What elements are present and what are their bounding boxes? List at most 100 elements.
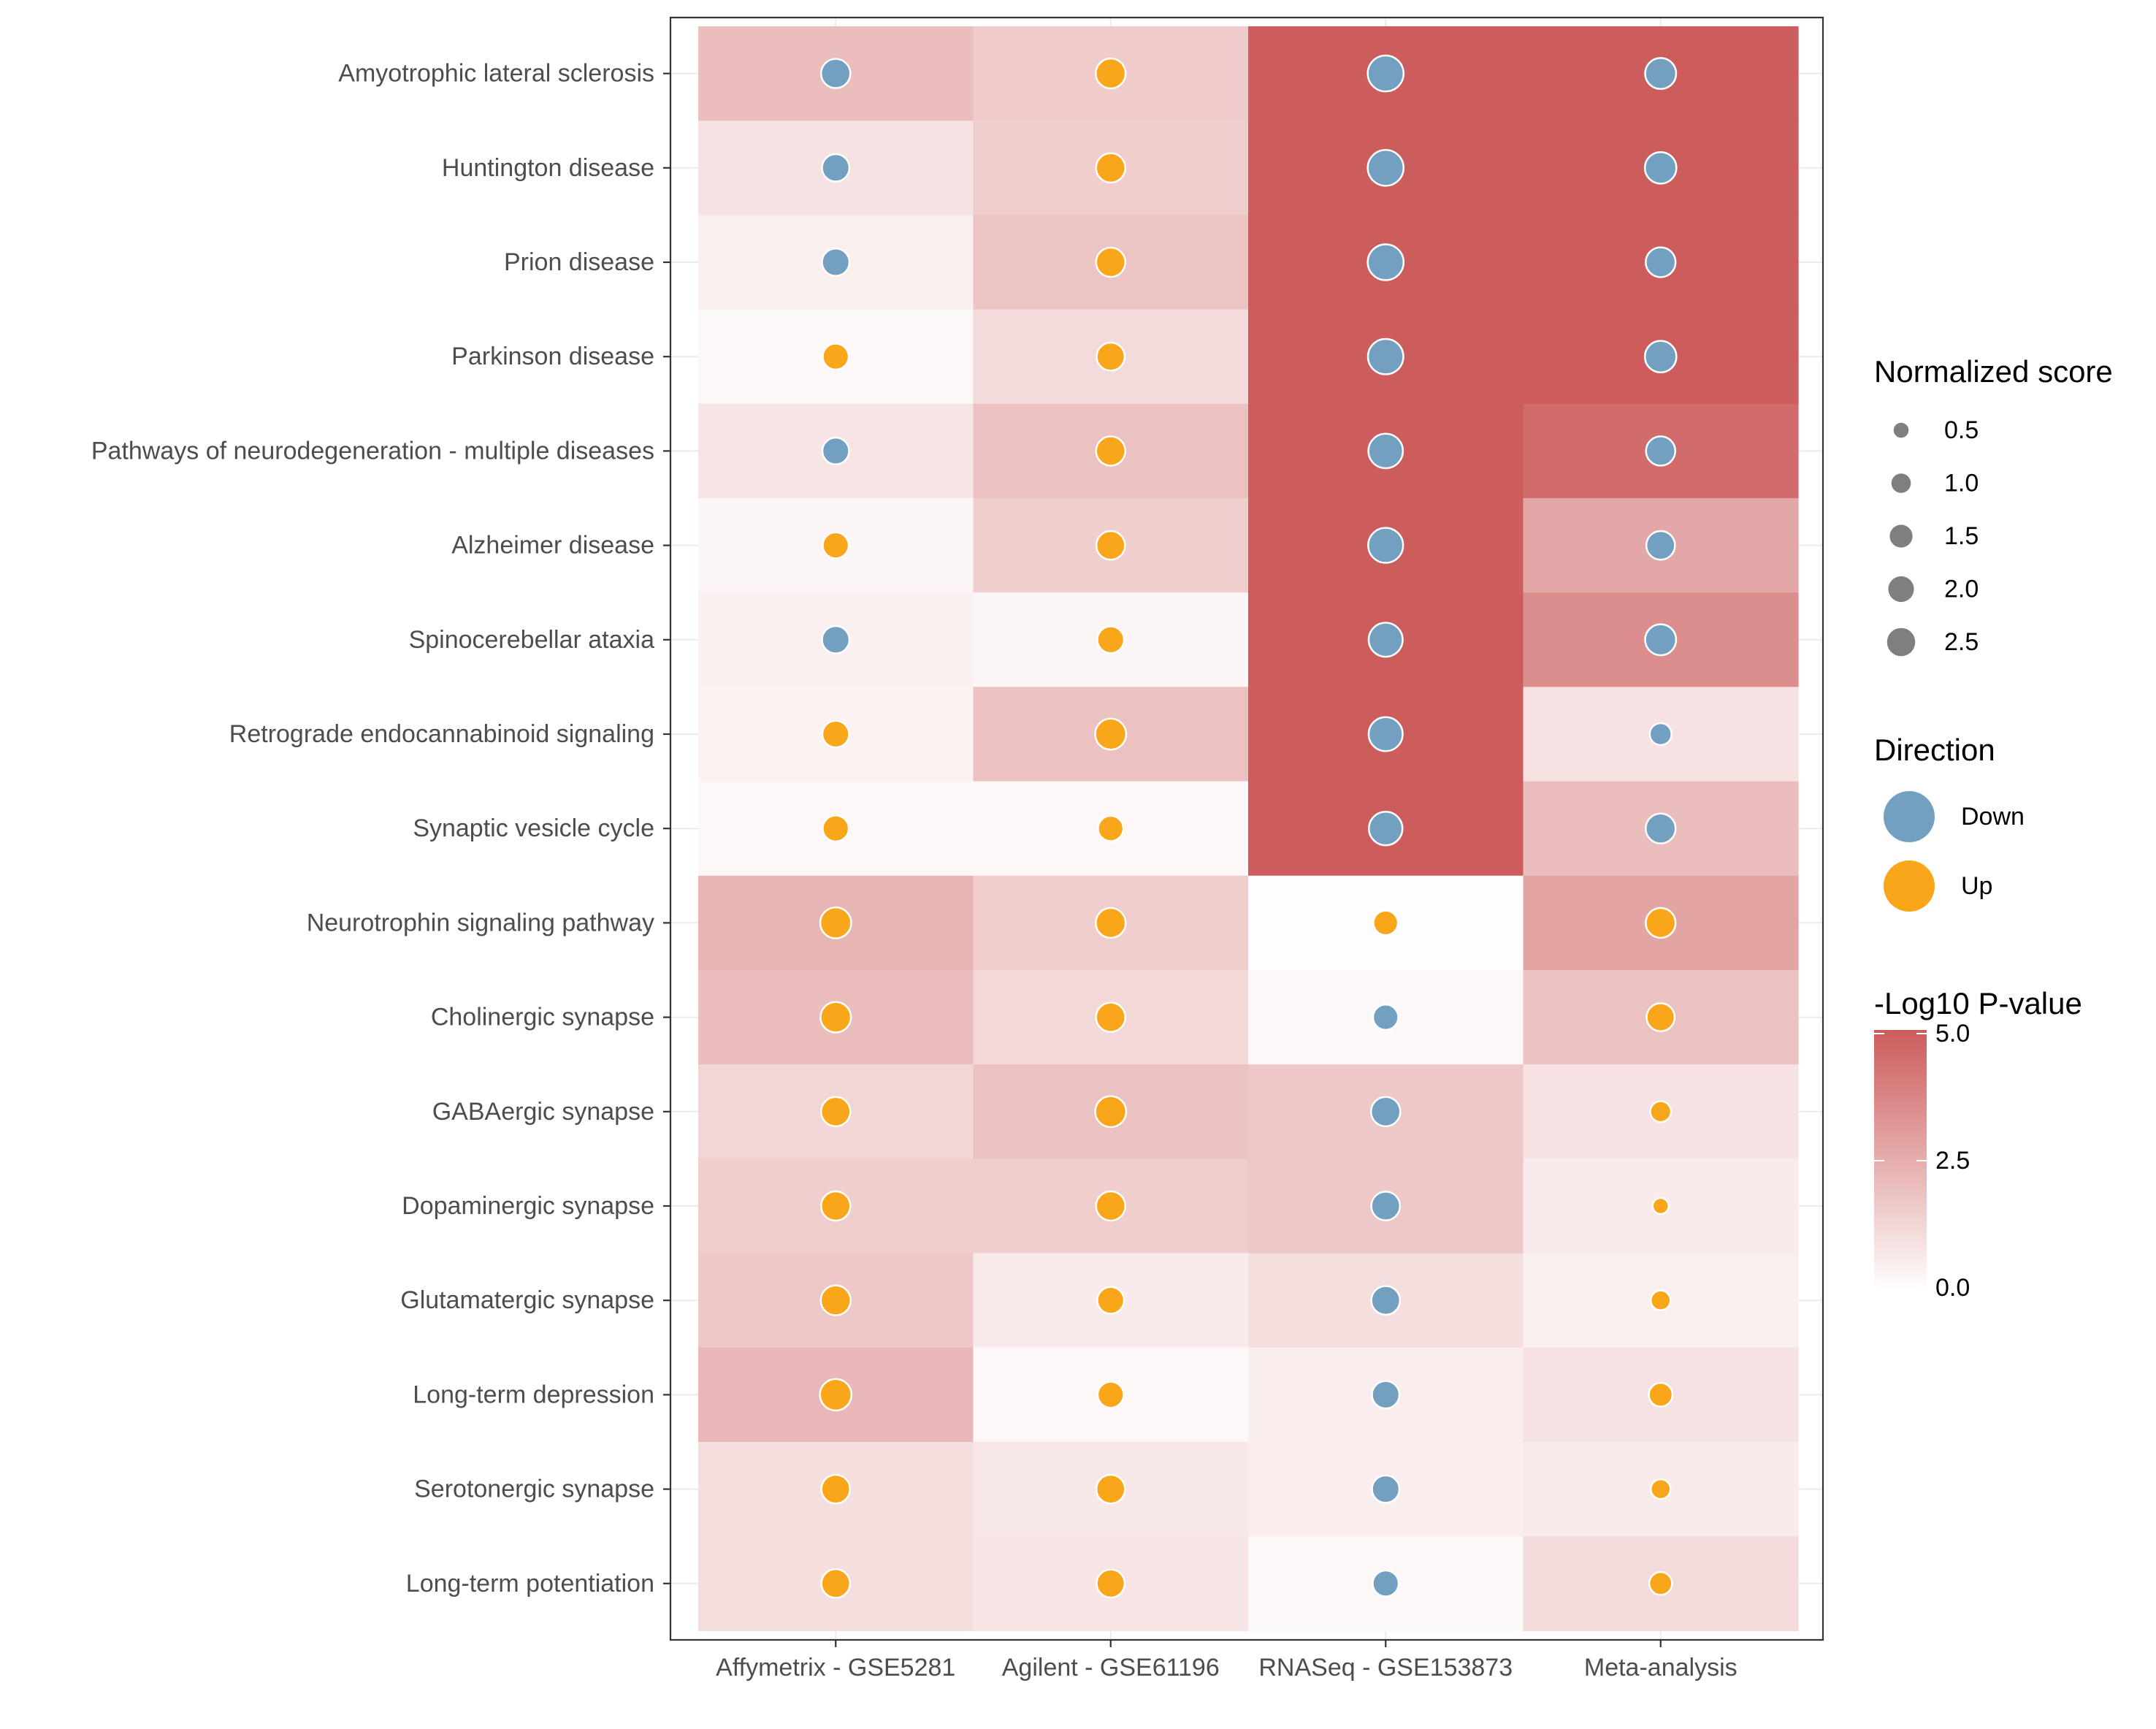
score-dot — [821, 436, 850, 465]
legend-direction: Direction Down Up — [1874, 733, 2025, 912]
legend-direction-key — [1884, 860, 1935, 912]
legend-direction-label: Up — [1961, 872, 1992, 900]
score-dot — [821, 248, 851, 277]
score-dot — [819, 906, 852, 939]
y-tick-label: Long-term depression — [413, 1381, 654, 1408]
x-axis: Affymetrix - GSE5281 Agilent - GSE61196 RN… — [716, 1640, 1738, 1682]
y-tick-label: Parkinson disease — [451, 343, 654, 370]
score-dot — [1367, 432, 1404, 470]
legend-size-key — [1888, 576, 1914, 603]
score-dot — [1367, 622, 1404, 658]
score-dot — [1645, 246, 1677, 278]
score-dot — [1096, 625, 1125, 654]
score-dot — [819, 1378, 853, 1412]
legend-direction-title: Direction — [1874, 733, 1995, 767]
score-dot — [1094, 1095, 1128, 1129]
score-dot — [1095, 907, 1127, 939]
score-dot — [1649, 1100, 1673, 1123]
score-dot — [1097, 814, 1125, 842]
x-tick-label: Agilent - GSE61196 — [1002, 1654, 1220, 1682]
score-dot — [1096, 1381, 1125, 1409]
score-dot — [1648, 1570, 1673, 1596]
score-dot — [1644, 57, 1678, 91]
score-dot — [1649, 1478, 1672, 1500]
score-dot — [819, 1096, 852, 1128]
x-tick-label: RNASeq - GSE153873 — [1258, 1654, 1513, 1682]
y-axis: Amyotrophic lateral sclerosis Huntington … — [91, 60, 670, 1598]
score-dot — [1095, 530, 1126, 561]
legend-colorbar-label: 2.5 — [1935, 1147, 1970, 1175]
score-dot — [1371, 1474, 1401, 1504]
legend-colorbar-label: 5.0 — [1935, 1020, 1970, 1047]
score-dot — [1369, 1096, 1402, 1128]
score-dot — [820, 1568, 852, 1599]
y-tick-label: Pathways of neurodegeneration - multiple… — [91, 437, 654, 465]
score-dot — [1370, 1285, 1402, 1316]
score-dot — [819, 1190, 852, 1222]
legend-size-key — [1893, 422, 1909, 438]
score-dot — [1095, 1473, 1126, 1505]
score-dot — [1367, 527, 1404, 564]
legend-colorbar-label: 0.0 — [1935, 1274, 1970, 1302]
score-dot — [1096, 341, 1126, 372]
legend-size-key — [1889, 524, 1913, 548]
score-dot — [1095, 246, 1127, 278]
score-dot — [1644, 623, 1678, 657]
score-dot — [821, 153, 851, 183]
score-dot — [1651, 1196, 1670, 1215]
legend-direction-label: Down — [1961, 803, 2025, 831]
score-dot — [1094, 717, 1128, 751]
score-dot — [1648, 1381, 1674, 1408]
score-dot — [1649, 1289, 1672, 1311]
score-dot — [1368, 810, 1404, 847]
score-dot — [1645, 812, 1677, 844]
score-dot — [819, 58, 852, 89]
legend-size-label: 0.5 — [1944, 416, 1979, 444]
score-dot — [1366, 337, 1404, 375]
score-dot — [1370, 1191, 1402, 1221]
score-dot — [822, 343, 850, 371]
legend-pvalue-title: -Log10 P-value — [1874, 986, 2082, 1020]
legend-size-label: 2.5 — [1944, 628, 1979, 656]
legend-size-label: 2.0 — [1944, 576, 1979, 603]
score-dot — [1648, 722, 1673, 747]
score-dot — [1095, 1190, 1127, 1222]
legend-size-key — [1891, 473, 1911, 493]
y-tick-label: Glutamatergic synapse — [400, 1286, 654, 1314]
legend-size-label: 1.0 — [1944, 470, 1979, 497]
y-tick-label: Retrograde endocannabinoid signaling — [229, 720, 654, 748]
score-dot — [1366, 54, 1405, 93]
score-dot — [821, 720, 850, 749]
score-dot — [1096, 1568, 1126, 1599]
score-dot — [820, 1473, 852, 1505]
score-dot — [1372, 1569, 1400, 1598]
legend-direction-key — [1884, 791, 1935, 842]
x-tick-label: Affymetrix - GSE5281 — [716, 1654, 955, 1682]
y-tick-label: Spinocerebellar ataxia — [409, 626, 655, 654]
y-tick-label: GABAergic synapse — [432, 1098, 654, 1126]
score-dot — [1645, 435, 1677, 467]
score-dot — [821, 625, 851, 654]
legend-size-title: Normalized score — [1874, 354, 2113, 389]
heatmap-tiles — [698, 26, 1799, 1631]
score-dot — [1366, 243, 1405, 281]
y-tick-label: Amyotrophic lateral sclerosis — [338, 60, 654, 88]
score-dots — [819, 54, 1678, 1599]
score-dot — [1372, 1004, 1399, 1031]
legend-size-key — [1886, 627, 1916, 657]
score-dot — [1645, 530, 1676, 561]
y-tick-label: Prion disease — [504, 248, 654, 276]
y-tick-label: Long-term potentiation — [406, 1570, 654, 1598]
score-dot — [1371, 1380, 1401, 1410]
y-tick-label: Cholinergic synapse — [431, 1004, 654, 1031]
score-dot — [1645, 1002, 1676, 1033]
score-dot — [1643, 150, 1678, 185]
score-dot — [1095, 57, 1127, 90]
score-dot — [1643, 340, 1678, 374]
score-dot — [819, 1284, 852, 1316]
x-tick-label: Meta-analysis — [1584, 1654, 1738, 1682]
score-dot — [822, 814, 850, 843]
legend-size-label: 1.5 — [1944, 522, 1979, 550]
